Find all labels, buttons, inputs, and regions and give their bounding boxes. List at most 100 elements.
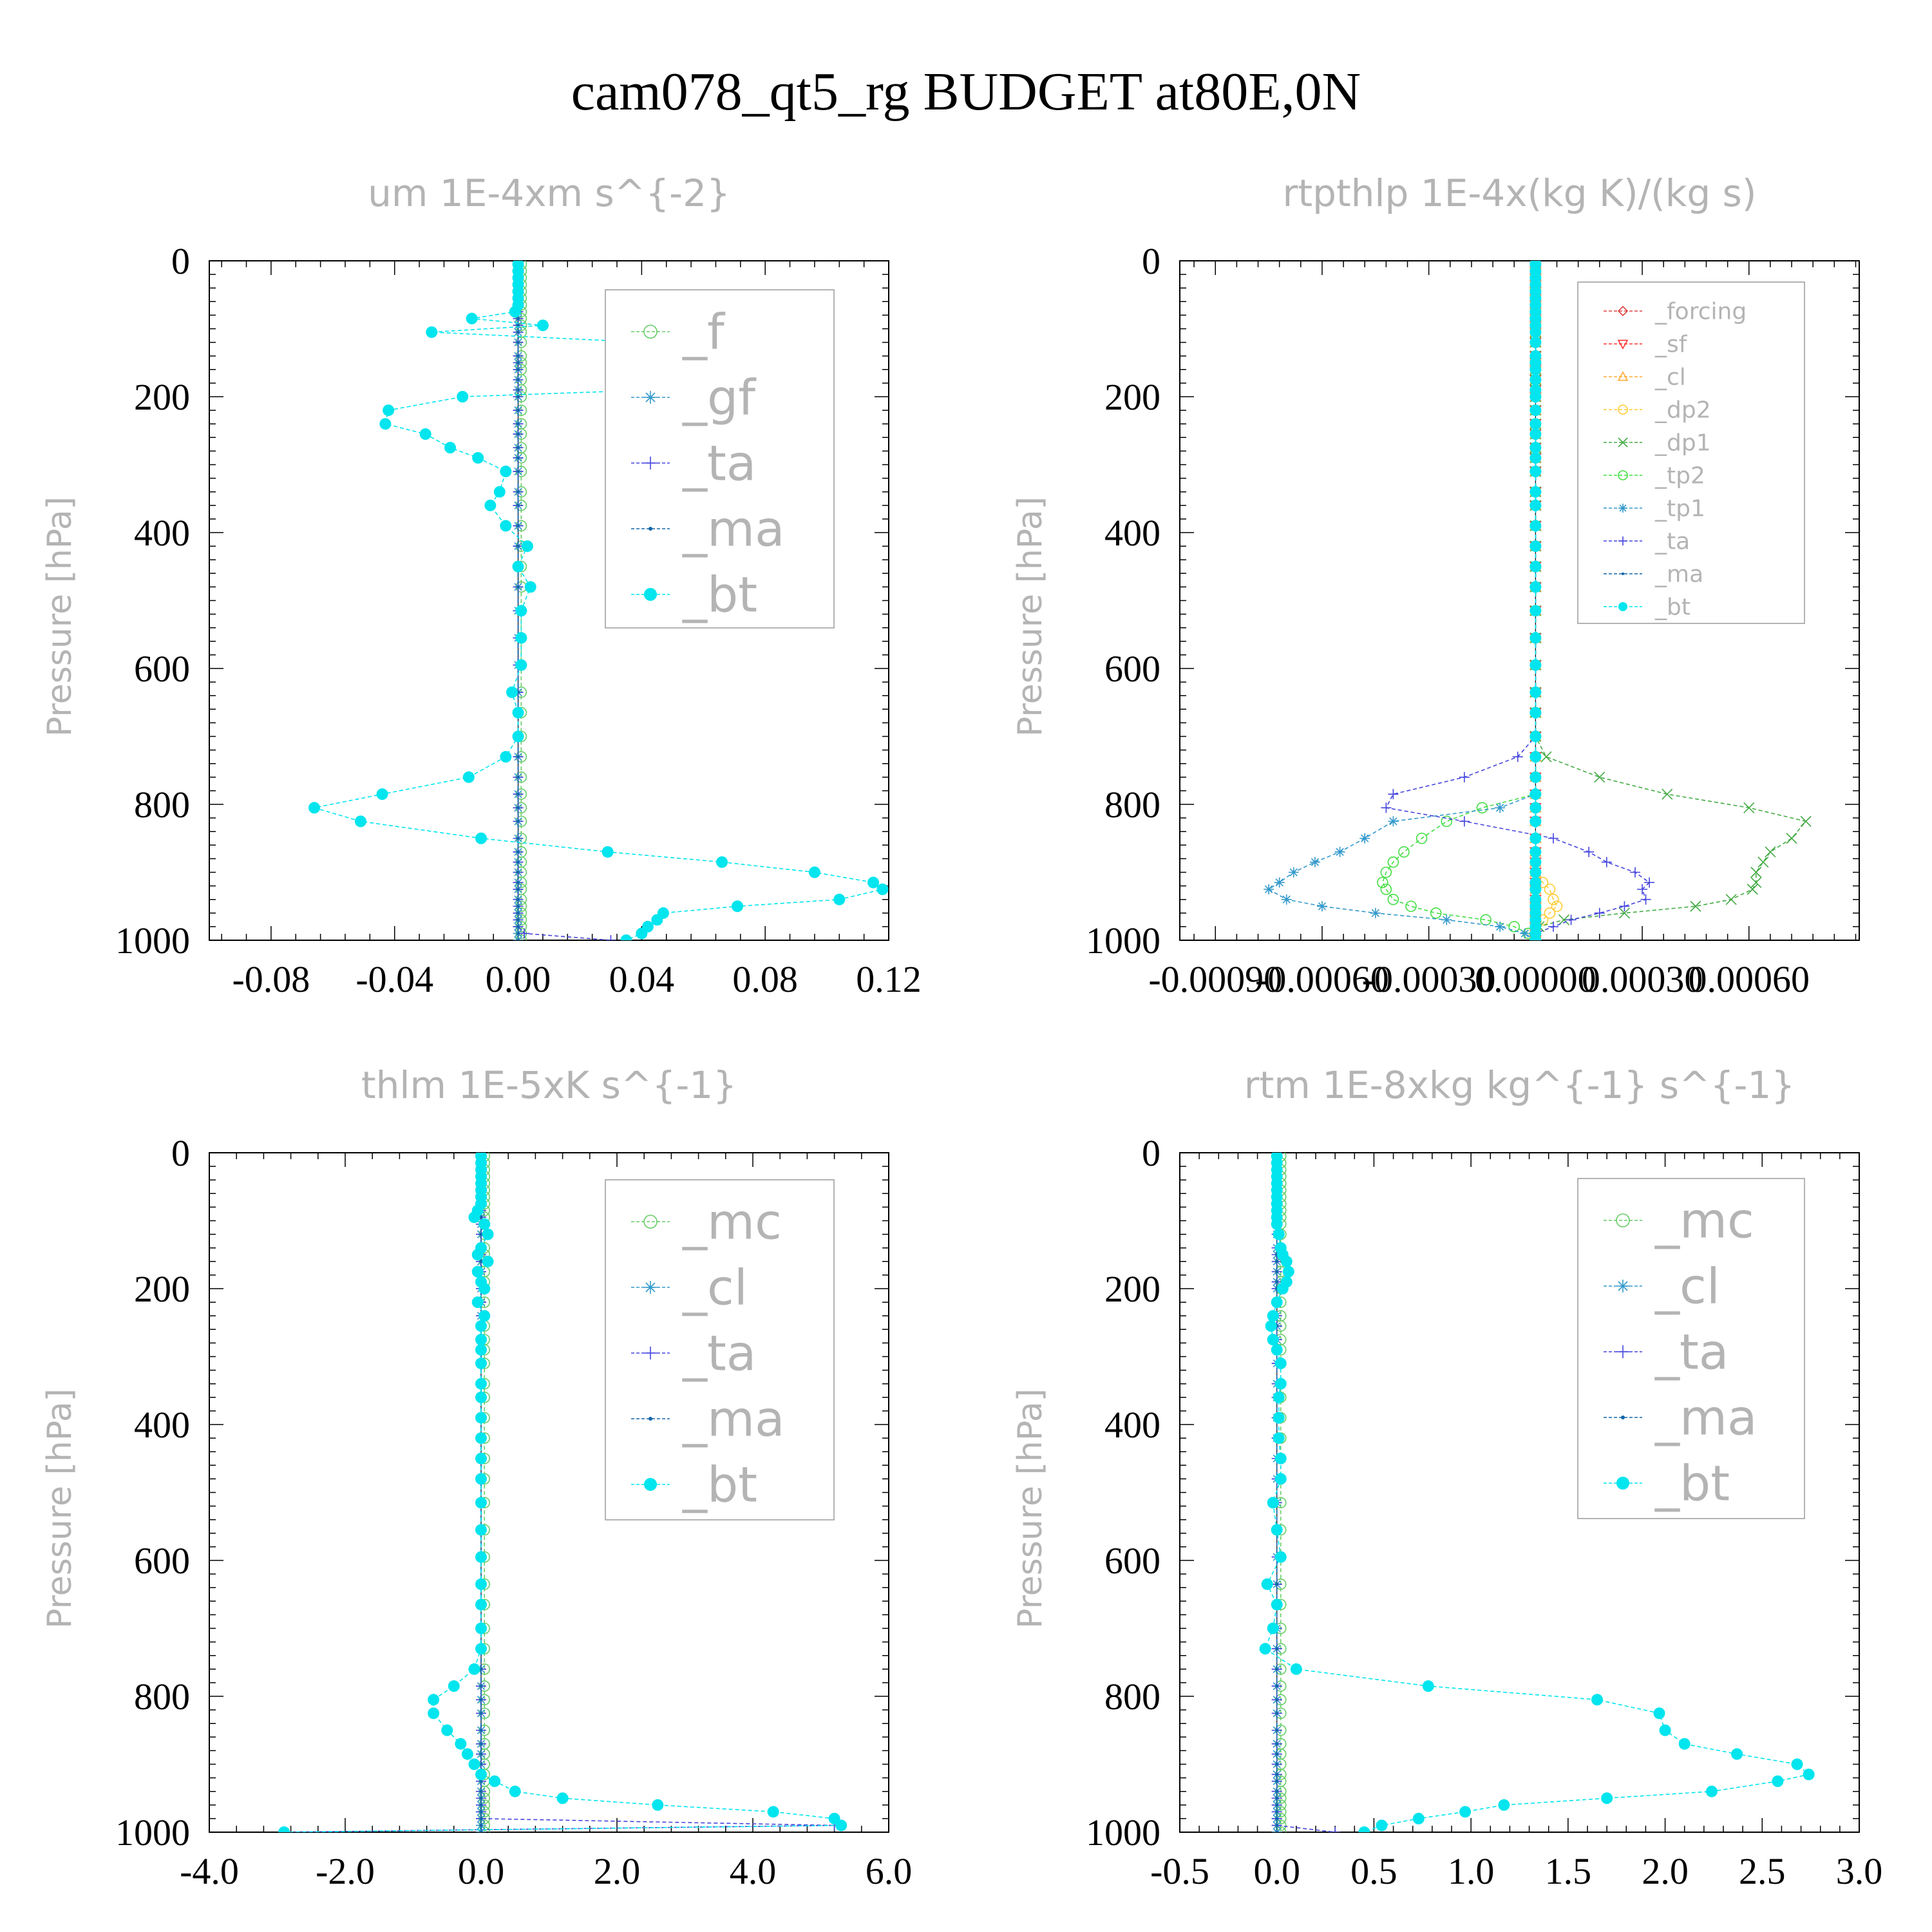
marker-p3-s3-46 [1275,1779,1279,1783]
marker-p0-s4-35 [512,730,524,743]
y-tick-label: 600 [1104,1540,1160,1582]
marker-p1-s6-48 [1316,901,1327,912]
marker-p0-s3-16 [516,388,520,392]
marker-p1-s9-41 [1530,832,1542,844]
marker-p0-s4-36 [500,751,512,763]
marker-p2-s3-9 [479,1215,483,1219]
marker-p1-s7-46 [1637,884,1648,895]
marker-p3-s3-42 [1275,1742,1279,1746]
marker-p0-s3-8 [516,317,520,321]
panels: um 1E-4xm s^{-2} Pressure [hPa] 0 200 400 600… [41,171,1882,1892]
marker-p0-s4-23 [500,466,512,478]
marker-p0-s3-14 [516,368,520,372]
marker-p1-s5-49 [1430,907,1442,919]
marker-p2-s4-11 [482,1228,494,1240]
marker-p3-s4-28 [1274,1452,1287,1464]
marker-p3-s3-53 [1275,1830,1279,1832]
marker-p0-s4-47 [833,893,846,905]
marker-p0-s3-41 [516,837,520,840]
marker-p0-s4-43 [716,856,728,868]
marker-p2-s3-40 [479,1711,483,1715]
y-tick-label: 800 [1104,784,1160,826]
marker-p2-s3-43 [479,1752,483,1756]
marker-p3-s3-44 [1275,1763,1279,1766]
marker-p3-s3-39 [1275,1698,1279,1701]
marker-p0-s2-legend [644,457,657,469]
marker-p0-s1-legend [644,391,657,404]
marker-p1-s6-50 [1441,914,1452,925]
marker-p3-s4-38 [1422,1680,1434,1692]
y-tick-label: 200 [134,376,190,418]
marker-p2-s4-37 [468,1663,480,1675]
y-tick-label: 800 [134,1676,190,1718]
legend: _mc _cl _ta _ma _bt [1577,1178,1805,1519]
marker-p3-s3-40 [1275,1711,1279,1715]
marker-p2-s4-39 [428,1694,440,1706]
marker-p1-s2-legend [1617,371,1629,381]
marker-p0-s3-38 [516,792,520,796]
y-tick-label: 0 [171,240,190,282]
y-tick-label: 1000 [115,920,190,961]
marker-p3-s2-53 [1330,1827,1341,1832]
marker-p1-s4-36 [1540,751,1552,762]
marker-p2-s4-15 [471,1265,484,1278]
marker-p3-s3-41 [1275,1728,1279,1732]
marker-p1-s5-40 [1441,815,1453,828]
marker-p1-s9-17 [1530,391,1542,402]
series-line [314,264,884,940]
marker-p3-s3-47 [1275,1790,1279,1794]
marker-p3-s4-43 [1731,1748,1743,1760]
marker-p0-s4-25 [484,499,497,511]
marker-p1-s9-46 [1530,883,1542,895]
marker-p1-s7-44 [1630,867,1641,878]
marker-p1-s3-legend [1618,404,1628,415]
legend-label: _gf [682,369,757,426]
marker-p2-s3-44 [479,1763,483,1766]
marker-p3-s4-51 [1412,1812,1425,1824]
x-tick-label: -0.00060 [1255,958,1389,1000]
marker-p0-s3-24 [516,490,520,494]
marker-p2-s4-17 [478,1283,491,1294]
marker-p2-s4-47 [509,1785,521,1797]
marker-p1-s6-45 [1274,877,1285,888]
marker-p2-s4-49 [652,1799,664,1811]
marker-p3-s3-52 [1275,1824,1279,1827]
legend: _mc _cl _ta _ma _bt [605,1179,835,1520]
marker-p0-s4-31 [515,632,527,644]
marker-p2-s4-53 [278,1826,290,1832]
marker-p0-s3-11 [516,341,520,344]
panel-title: rtpthlp 1E-4x(kg K)/(kg s) [1283,171,1757,215]
marker-p2-s3-50 [479,1810,483,1814]
series-line [1381,264,1537,940]
legend-box [605,289,835,629]
marker-p1-s6-46 [1264,884,1274,895]
marker-p0-s3-29 [516,585,520,589]
marker-p3-s3-14 [1275,1260,1279,1264]
marker-p0-s3-48 [516,904,520,908]
panel-title: um 1E-4xm s^{-2} [368,171,730,215]
marker-p0-s3-46 [516,887,520,891]
marker-p1-s7-45 [1644,877,1655,888]
marker-p1-s5-39 [1476,802,1488,814]
marker-p0-s3-20 [516,432,520,436]
y-tick-label: 400 [1104,512,1160,554]
marker-p1-s4-50 [1558,914,1570,925]
marker-p2-s4-31 [475,1524,487,1536]
marker-p2-s3-52 [479,1824,483,1827]
marker-p0-s4-38 [376,788,388,800]
marker-p1-s4-49 [1618,907,1631,919]
marker-p0-s4-52 [636,927,648,940]
x-tick-label: 0.5 [1350,1850,1397,1892]
x-tick-label: -4.0 [180,1850,239,1892]
marker-p3-s4-33 [1261,1578,1273,1590]
marker-p3-s4-19 [1267,1310,1279,1322]
marker-p0-s3-23 [516,469,520,473]
marker-p2-s4-27 [475,1432,487,1444]
y-tick-label: 1000 [1086,1812,1160,1853]
y-tick-label: 0 [1142,1132,1160,1174]
marker-p0-s3-51 [516,925,520,929]
marker-p2-s4-25 [475,1391,487,1403]
marker-p0-s4-46 [876,883,889,895]
x-tick-label: 0.00060 [1689,958,1810,1000]
marker-p3-s3-33 [1275,1582,1279,1586]
